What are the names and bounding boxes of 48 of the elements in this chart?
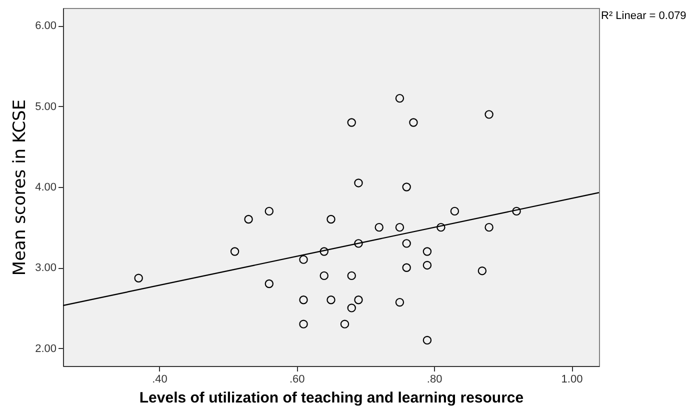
point [326, 296, 336, 304]
point [422, 260, 432, 270]
point [230, 247, 240, 256]
x-tick-label: .60 [289, 374, 305, 386]
point [478, 266, 487, 276]
point [436, 222, 446, 232]
point [512, 206, 521, 216]
x-axis-title: Levels of utilization of teaching and learning resource [139, 390, 524, 406]
point [374, 222, 384, 232]
x-tick-label: 1.00 [561, 374, 583, 386]
point [347, 118, 356, 127]
point [395, 298, 404, 307]
text: R² Linear = 0.079 [601, 10, 686, 22]
point [326, 214, 336, 224]
point [299, 255, 308, 264]
point [450, 206, 460, 216]
point [422, 247, 432, 256]
point [347, 271, 356, 280]
point [354, 239, 363, 248]
y-tick-label: 4.00 [35, 182, 56, 194]
y-tick-label: 3.00 [35, 262, 56, 274]
point [422, 336, 432, 345]
point [264, 279, 274, 288]
point [320, 271, 328, 280]
point [340, 320, 350, 328]
y-tick-label: 6.00 [35, 20, 56, 32]
point [402, 263, 411, 272]
point [395, 222, 404, 232]
point [244, 214, 253, 224]
y-axis-title: Mean scores in KCSE [10, 99, 30, 276]
point [299, 296, 308, 304]
point [134, 274, 143, 282]
point [402, 182, 411, 192]
point [484, 222, 494, 232]
point [354, 178, 363, 188]
x-tick-label: .40 [152, 374, 168, 386]
point [320, 247, 328, 256]
y-tick-label: 5.00 [35, 100, 56, 113]
point [409, 118, 418, 127]
point [347, 304, 356, 312]
y-tick-label: 2.00 [35, 342, 56, 355]
x-tick-label: .80 [426, 374, 442, 386]
point [395, 94, 404, 103]
point [299, 320, 308, 328]
point [484, 110, 494, 119]
point [402, 239, 411, 248]
point [354, 296, 363, 304]
point [264, 206, 274, 216]
